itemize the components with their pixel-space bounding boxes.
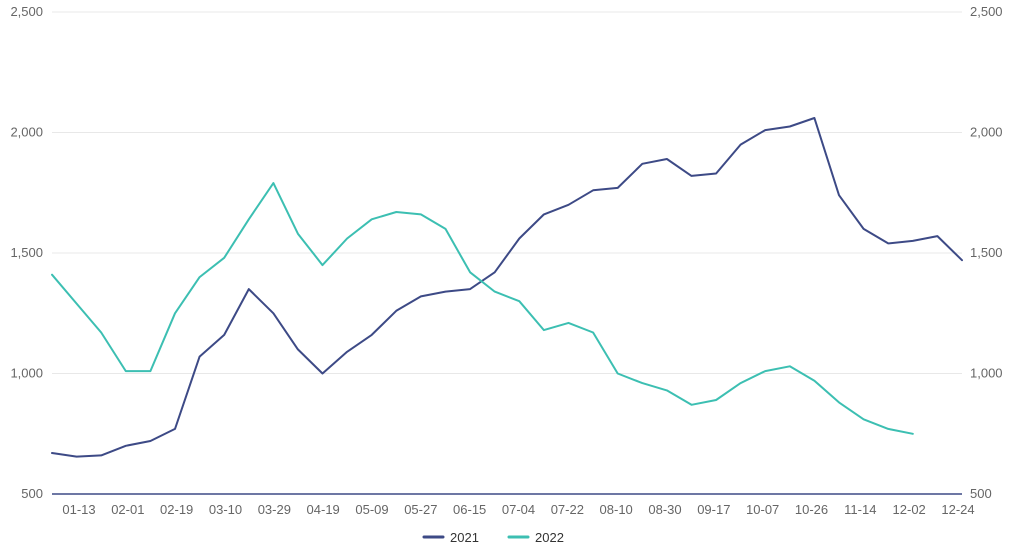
x-tick-label: 06-15	[453, 502, 486, 517]
x-tick-label: 10-07	[746, 502, 779, 517]
grid-lines	[52, 11, 962, 374]
x-tick-label: 03-29	[258, 502, 291, 517]
y-tick-label-right: 2,500	[970, 4, 1003, 19]
x-tick-label: 05-09	[355, 502, 388, 517]
x-tick-label: 04-19	[307, 502, 340, 517]
axes: 500 500 1,000 1,000 1,500 1,500 2,000 2,000 2,50…	[10, 4, 1002, 517]
y-tick-label-right: 1,500	[970, 245, 1003, 260]
y-tick-label-right: 1,000	[970, 366, 1003, 381]
y-tick-label-right: 2,000	[970, 125, 1003, 140]
y-tick-label-left: 1,500	[10, 245, 43, 260]
legend: 2021 2022	[422, 530, 564, 545]
legend-label-2021: 2021	[450, 530, 479, 545]
y-tick-label-left: 500	[21, 486, 43, 501]
x-tick-label: 08-30	[648, 502, 681, 517]
x-tick-label: 07-22	[551, 502, 584, 517]
x-tick-label: 10-26	[795, 502, 828, 517]
legend-label-2022: 2022	[535, 530, 564, 545]
y-tick-label-left: 2,000	[10, 125, 43, 140]
y-tick-label-right: 500	[970, 486, 992, 501]
x-tick-label: 05-27	[404, 502, 437, 517]
x-tick-label: 08-10	[600, 502, 633, 517]
series-line-2022	[51, 182, 914, 435]
series-line-2021	[51, 117, 963, 458]
x-tick-label: 02-19	[160, 502, 193, 517]
x-tick-label: 12-24	[941, 502, 974, 517]
x-tick-label: 03-10	[209, 502, 242, 517]
y-tick-label-left: 2,500	[10, 4, 43, 19]
x-tick-label: 11-14	[844, 502, 876, 517]
x-tick-label: 07-04	[502, 502, 535, 517]
x-tick-label: 09-17	[697, 502, 730, 517]
series-lines	[51, 117, 963, 458]
y-tick-label-left: 1,000	[10, 366, 43, 381]
x-tick-label: 01-13	[62, 502, 95, 517]
x-tick-label: 02-01	[111, 502, 144, 517]
x-tick-label: 12-02	[893, 502, 926, 517]
